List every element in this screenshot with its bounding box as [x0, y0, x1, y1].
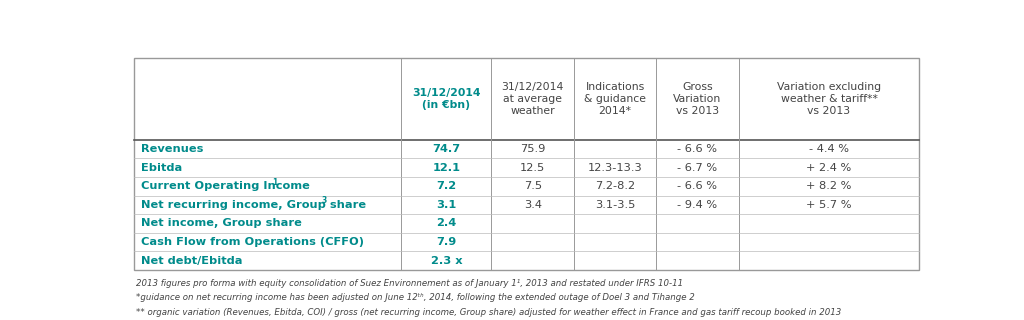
Text: 3.4: 3.4	[523, 200, 542, 210]
Text: 1: 1	[272, 178, 278, 187]
Text: - 6.6 %: - 6.6 %	[678, 181, 718, 191]
Text: - 6.7 %: - 6.7 %	[678, 163, 718, 172]
Text: 12.5: 12.5	[520, 163, 546, 172]
Text: 75.9: 75.9	[520, 144, 546, 154]
Text: 3: 3	[322, 196, 327, 205]
Text: Gross
Variation
vs 2013: Gross Variation vs 2013	[674, 82, 722, 116]
Text: Current Operating Income: Current Operating Income	[140, 181, 309, 191]
Text: 31/12/2014
at average
weather: 31/12/2014 at average weather	[502, 82, 564, 116]
Text: Revenues: Revenues	[140, 144, 203, 154]
Text: - 4.4 %: - 4.4 %	[809, 144, 849, 154]
Text: 3.1-3.5: 3.1-3.5	[595, 200, 635, 210]
Text: 31/12/2014
(in €bn): 31/12/2014 (in €bn)	[412, 88, 480, 110]
Text: 12.3-13.3: 12.3-13.3	[588, 163, 642, 172]
Text: Net recurring income, Group share: Net recurring income, Group share	[140, 200, 366, 210]
Text: Variation excluding
weather & tariff**
vs 2013: Variation excluding weather & tariff** v…	[777, 82, 881, 116]
Text: - 6.6 %: - 6.6 %	[678, 144, 718, 154]
Text: 3.1: 3.1	[436, 200, 457, 210]
Text: Ebitda: Ebitda	[140, 163, 182, 172]
Text: Cash Flow from Operations (CFFO): Cash Flow from Operations (CFFO)	[140, 237, 364, 247]
Text: *guidance on net recurring income has been adjusted on June 12ᵗʰ, 2014, followin: *guidance on net recurring income has be…	[136, 293, 694, 302]
Text: 7.2: 7.2	[436, 181, 457, 191]
Text: 2013 figures pro forma with equity consolidation of Suez Environnement as of Jan: 2013 figures pro forma with equity conso…	[136, 279, 683, 288]
Text: + 5.7 %: + 5.7 %	[806, 200, 852, 210]
Text: 7.2-8.2: 7.2-8.2	[595, 181, 635, 191]
Text: Net income, Group share: Net income, Group share	[140, 219, 302, 228]
Bar	[134, 58, 920, 270]
Text: 7.9: 7.9	[436, 237, 457, 247]
Text: Net debt/Ebitda: Net debt/Ebitda	[140, 256, 243, 266]
Text: 7.5: 7.5	[523, 181, 542, 191]
Text: Indications
& guidance
2014*: Indications & guidance 2014*	[584, 82, 646, 116]
Text: 12.1: 12.1	[432, 163, 461, 172]
Text: 74.7: 74.7	[432, 144, 461, 154]
Text: 2.4: 2.4	[436, 219, 457, 228]
Text: + 2.4 %: + 2.4 %	[806, 163, 852, 172]
Text: + 8.2 %: + 8.2 %	[806, 181, 852, 191]
Text: ** organic variation (Revenues, Ebitda, COI) / gross (net recurring income, Grou: ** organic variation (Revenues, Ebitda, …	[136, 308, 841, 317]
Text: 2.3 x: 2.3 x	[430, 256, 462, 266]
Text: - 9.4 %: - 9.4 %	[678, 200, 718, 210]
